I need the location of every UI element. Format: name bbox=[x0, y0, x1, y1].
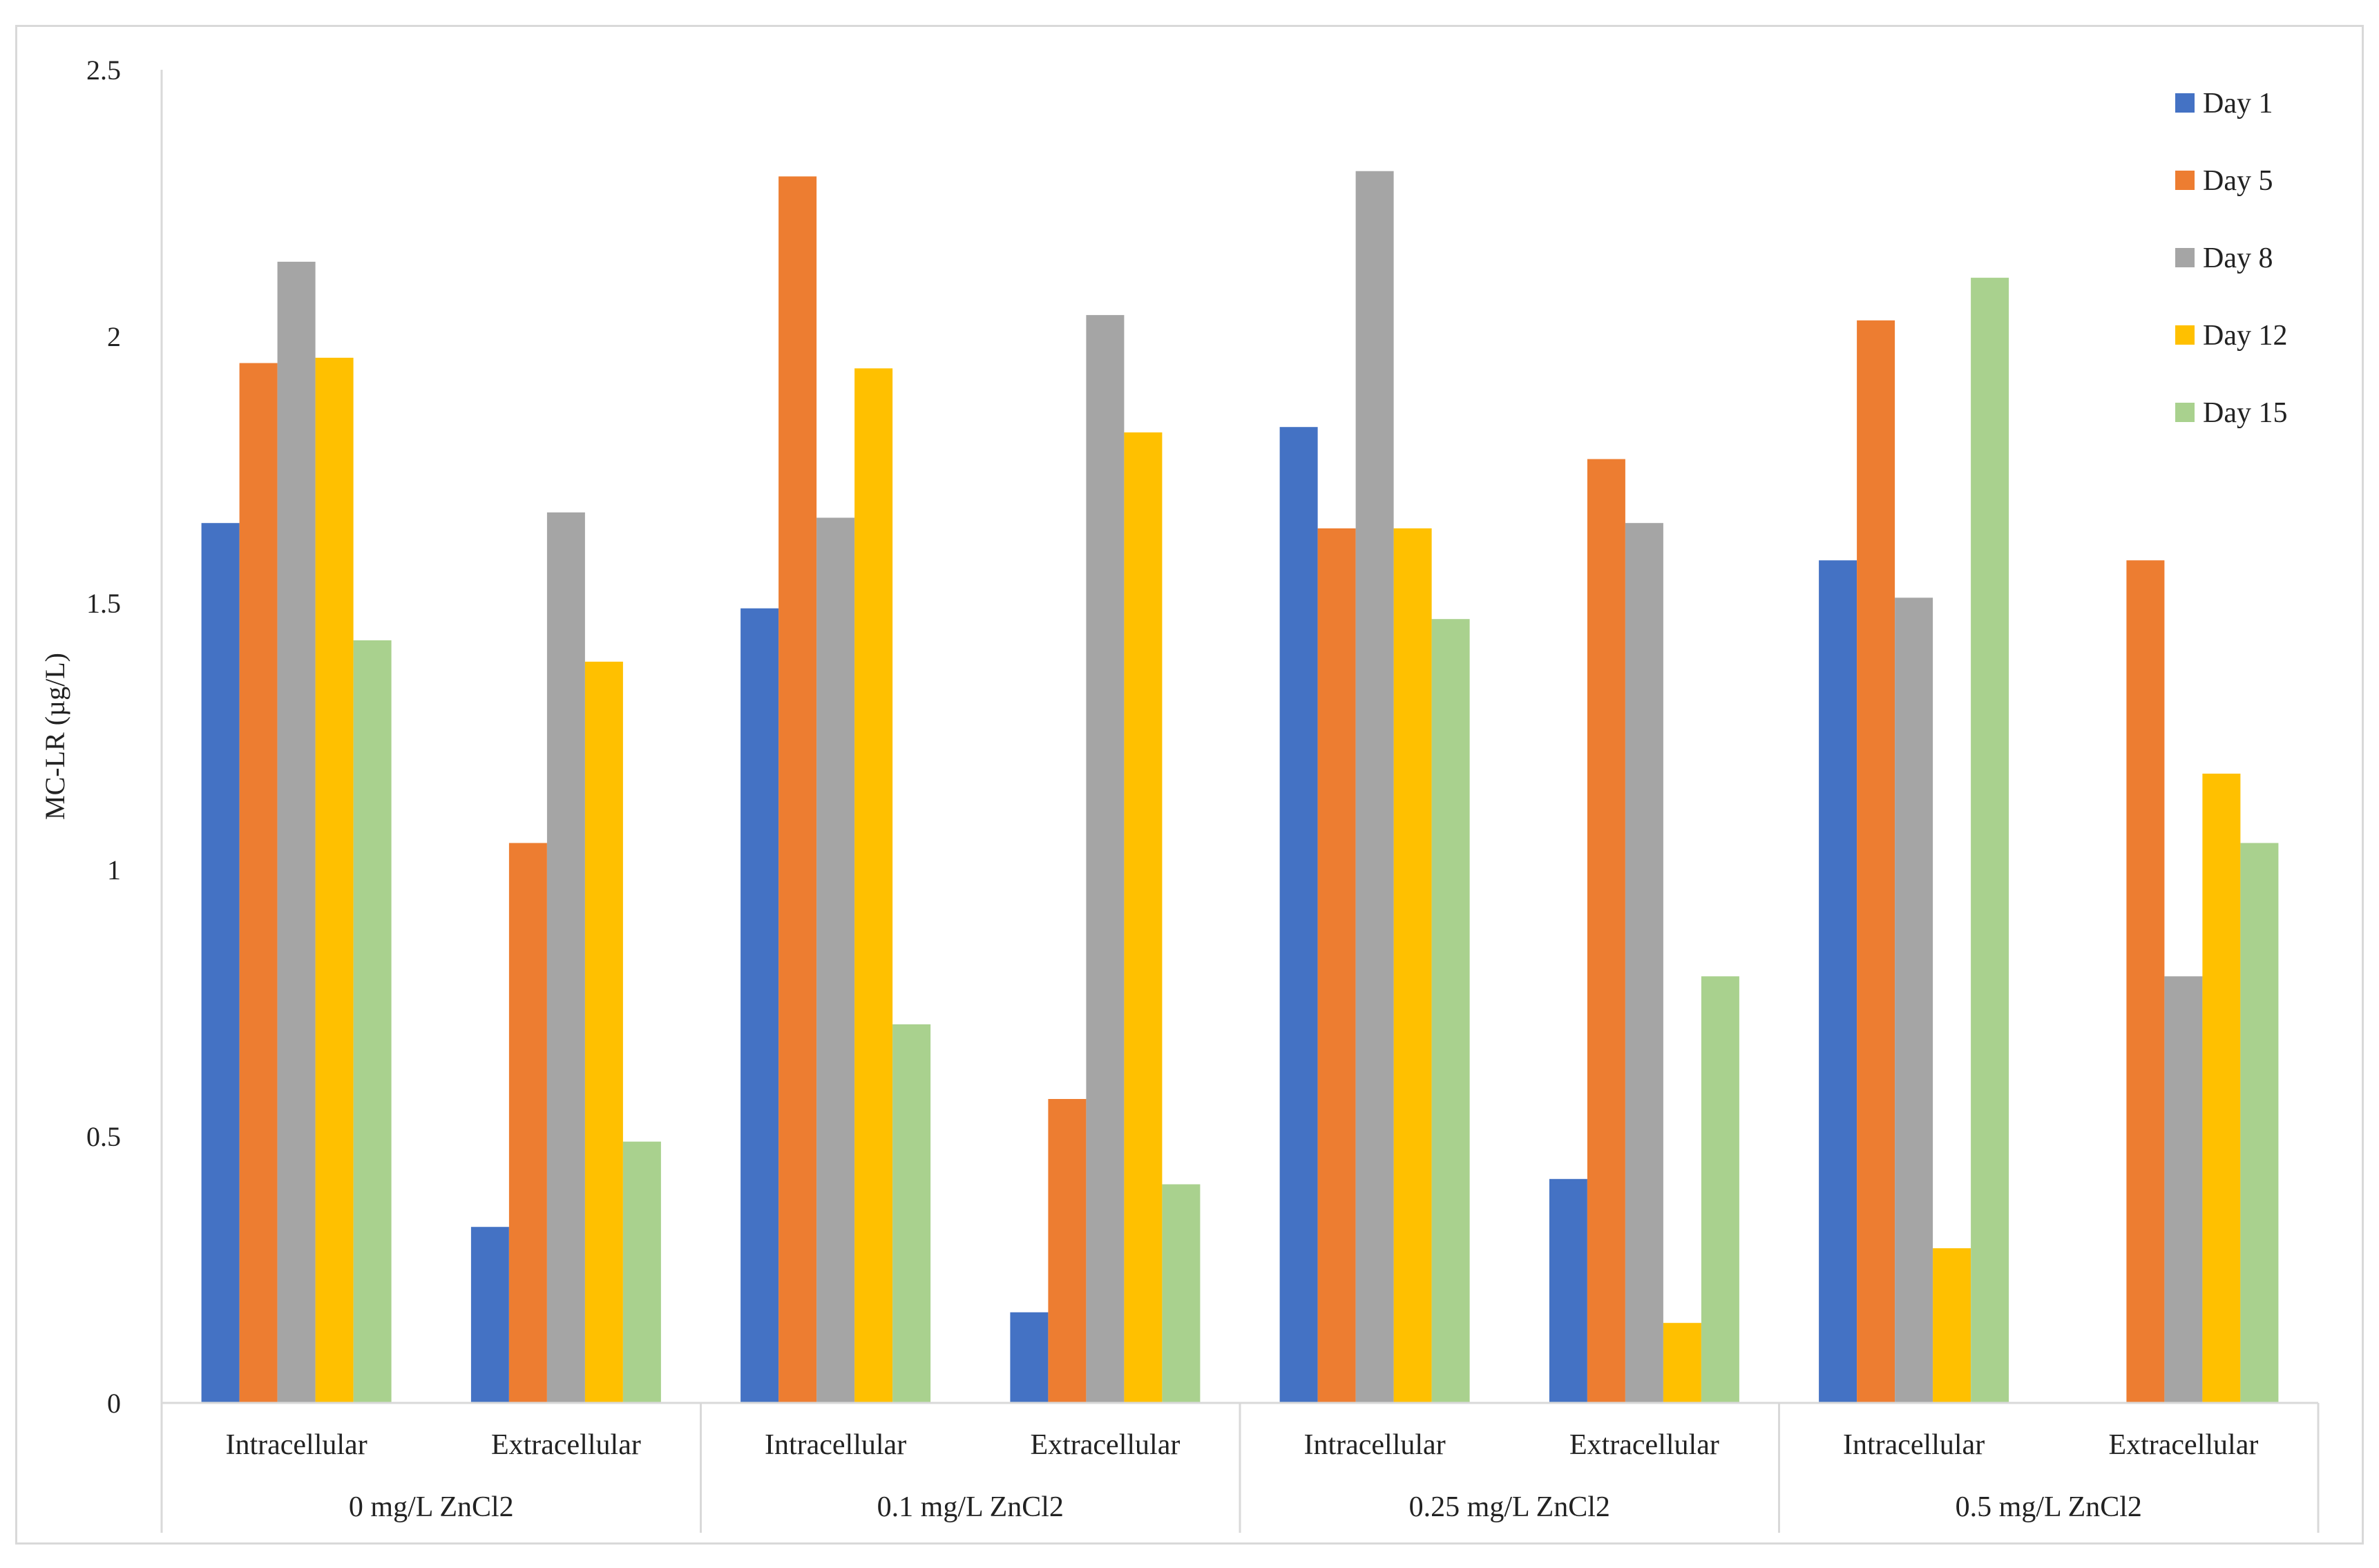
x-group-label: 0.1 mg/L ZnCl2 bbox=[877, 1491, 1064, 1523]
bar-day-1-cat-2 bbox=[741, 608, 779, 1404]
bar-day-1-cat-3 bbox=[1010, 1312, 1049, 1403]
legend-swatch-day-1 bbox=[2175, 93, 2195, 113]
bar-day-15-cat-1 bbox=[622, 1141, 661, 1403]
bar-day-12-cat-0 bbox=[315, 357, 354, 1403]
legend-label: Day 12 bbox=[2203, 320, 2287, 352]
bar-day-8-cat-7 bbox=[2164, 976, 2203, 1403]
bar-day-5-cat-0 bbox=[239, 363, 278, 1403]
legend-label: Day 1 bbox=[2203, 88, 2273, 119]
bar-day-15-cat-0 bbox=[353, 640, 392, 1403]
y-tick-label: 0 bbox=[107, 1388, 121, 1419]
bar-day-5-cat-3 bbox=[1048, 1099, 1087, 1403]
x-category-label: Intracellular bbox=[1303, 1429, 1445, 1461]
legend-label: Day 15 bbox=[2203, 397, 2287, 429]
bar-day-8-cat-0 bbox=[277, 261, 316, 1403]
x-category-label: Intracellular bbox=[1843, 1429, 1985, 1461]
y-tick-label: 2 bbox=[107, 321, 121, 352]
bar-day-15-cat-6 bbox=[1971, 278, 2009, 1404]
x-category-label: Extracellular bbox=[2108, 1429, 2258, 1461]
bar-day-5-cat-4 bbox=[1317, 528, 1356, 1403]
labels-layer: 0 0.5 1 1.5 2 2.5 MC-LR (µg/L) Intracellular Ext… bbox=[39, 55, 2258, 1523]
x-group-label: 0.25 mg/L ZnCl2 bbox=[1409, 1491, 1610, 1523]
bar-chart: 0 0.5 1 1.5 2 2.5 MC-LR (µg/L) Intracellular Ext… bbox=[39, 55, 2320, 1533]
bar-day-5-cat-6 bbox=[1857, 320, 1895, 1403]
legend-swatch-day-8 bbox=[2175, 248, 2195, 267]
x-group-label: 0.5 mg/L ZnCl2 bbox=[1956, 1491, 2142, 1523]
bar-day-12-cat-5 bbox=[1663, 1323, 1701, 1403]
x-category-label: Extracellular bbox=[1030, 1429, 1180, 1461]
bar-day-12-cat-4 bbox=[1393, 528, 1432, 1403]
legend-swatch-day-15 bbox=[2175, 403, 2195, 422]
x-category-label: Extracellular bbox=[491, 1429, 641, 1461]
bar-day-5-cat-7 bbox=[2126, 560, 2165, 1404]
bar-day-1-cat-0 bbox=[201, 523, 240, 1404]
bar-day-1-cat-4 bbox=[1279, 427, 1318, 1404]
bar-day-5-cat-5 bbox=[1587, 459, 1625, 1403]
bar-day-15-cat-3 bbox=[1162, 1184, 1201, 1403]
bar-day-15-cat-4 bbox=[1431, 619, 1470, 1404]
y-tick-label: 1.5 bbox=[86, 588, 121, 619]
chart-frame: 0 0.5 1 1.5 2 2.5 MC-LR (µg/L) Intracellular Ext… bbox=[15, 25, 2364, 1545]
bar-day-15-cat-7 bbox=[2240, 843, 2279, 1403]
y-tick-label: 0.5 bbox=[86, 1121, 121, 1152]
bar-day-12-cat-1 bbox=[584, 661, 623, 1403]
bar-day-15-cat-5 bbox=[1701, 976, 1739, 1403]
bar-day-5-cat-2 bbox=[778, 176, 817, 1403]
x-category-label: Intracellular bbox=[225, 1429, 367, 1461]
legend: Day 1 Day 5 Day 8 Day 12 Day 15 bbox=[2175, 88, 2287, 429]
legend-swatch-day-12 bbox=[2175, 325, 2195, 345]
bar-day-1-cat-1 bbox=[470, 1227, 509, 1403]
bar-day-12-cat-2 bbox=[854, 368, 893, 1403]
bar-day-8-cat-5 bbox=[1625, 523, 1663, 1404]
bars-layer bbox=[201, 171, 2279, 1404]
y-axis-title: MC-LR (µg/L) bbox=[39, 653, 70, 820]
bar-day-15-cat-2 bbox=[892, 1024, 931, 1403]
legend-label: Day 5 bbox=[2203, 165, 2273, 197]
x-group-label: 0 mg/L ZnCl2 bbox=[349, 1491, 514, 1523]
x-category-label: Extracellular bbox=[1569, 1429, 1719, 1461]
bar-day-12-cat-7 bbox=[2202, 774, 2241, 1403]
bar-day-8-cat-3 bbox=[1086, 315, 1125, 1404]
bar-day-1-cat-5 bbox=[1549, 1178, 1587, 1403]
x-category-label: Intracellular bbox=[765, 1429, 906, 1461]
bar-day-12-cat-6 bbox=[1933, 1248, 1971, 1403]
bar-day-5-cat-1 bbox=[508, 843, 547, 1403]
bar-day-8-cat-6 bbox=[1895, 597, 1933, 1403]
bar-day-8-cat-4 bbox=[1355, 171, 1394, 1404]
bar-day-8-cat-2 bbox=[816, 517, 855, 1403]
axes-layer bbox=[160, 70, 2320, 1533]
bar-day-12-cat-3 bbox=[1124, 432, 1163, 1403]
bar-day-8-cat-1 bbox=[546, 512, 585, 1403]
y-tick-label: 2.5 bbox=[86, 55, 121, 86]
y-tick-label: 1 bbox=[107, 854, 121, 886]
legend-label: Day 8 bbox=[2203, 242, 2273, 274]
bar-day-1-cat-6 bbox=[1819, 560, 1857, 1404]
legend-swatch-day-5 bbox=[2175, 171, 2195, 190]
